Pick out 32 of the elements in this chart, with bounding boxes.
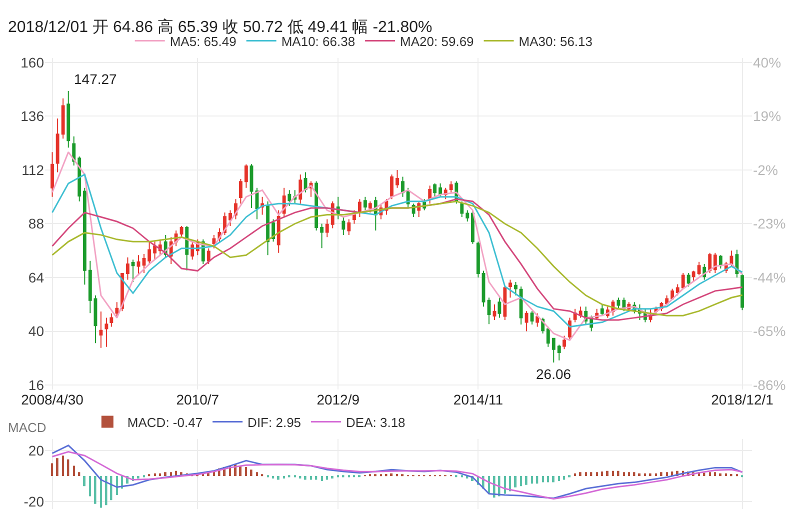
y-tick-label: -20 (24, 493, 44, 510)
x-tick-label: 2014/11 (453, 391, 504, 408)
legend-label: MA30: 56.13 (518, 34, 592, 49)
chart-title: 2018/12/01 开 64.86 高 65.39 收 50.72 低 49.41 幅 -21.80% (8, 18, 432, 36)
y2-tick-label: -2% (753, 162, 778, 178)
legend-label: MACD: -0.47 (127, 414, 203, 430)
y-tick-label: 136 (20, 108, 44, 124)
y2-tick-label: -65% (753, 323, 786, 340)
y2-tick-label: -44% (753, 269, 786, 286)
legend-label: MA20: 59.69 (400, 34, 474, 49)
x-tick-label: 2012/9 (316, 391, 360, 408)
y-tick-label: 20 (28, 442, 44, 458)
x-tick-label: 2008/4/30 (21, 391, 84, 408)
x-tick-label: 2010/7 (176, 391, 220, 408)
legend-label: MA5: 65.49 (170, 34, 236, 49)
x-tick-label: 2018/12/1 (711, 391, 774, 408)
y-tick-label: 16 (28, 376, 44, 393)
legend-label: DEA: 3.18 (346, 414, 406, 430)
y-tick-label: 112 (22, 162, 44, 178)
y-tick-label: 160 (20, 54, 44, 70)
y-tick-label: 64 (28, 269, 44, 286)
y-tick-label: 40 (28, 323, 44, 340)
legend-label: DIF: 2.95 (248, 414, 302, 430)
annotation: 26.06 (536, 366, 572, 382)
y2-tick-label: -86% (753, 376, 786, 393)
legend-label: MA10: 66.38 (281, 34, 356, 49)
annotation: 147.27 (74, 71, 118, 87)
y2-tick-label: 19% (753, 108, 782, 124)
chart-title: MACD (8, 420, 46, 435)
y2-tick-label: 40% (753, 54, 782, 70)
y2-tick-label: -23% (753, 216, 786, 232)
y-tick-label: 88 (28, 216, 44, 232)
